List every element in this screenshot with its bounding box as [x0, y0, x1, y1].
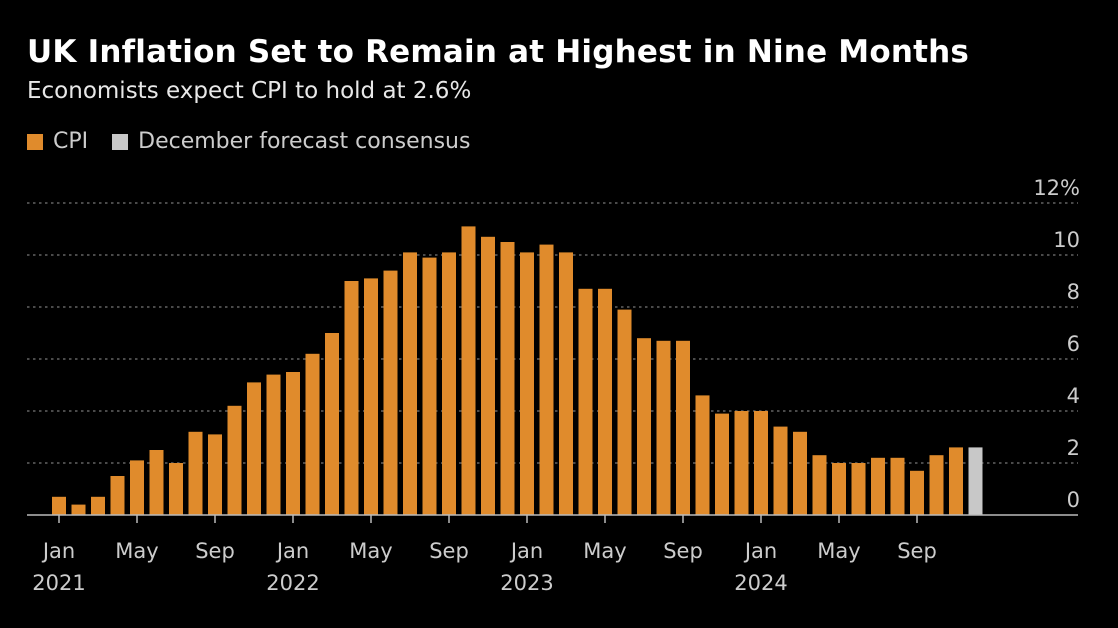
bar-cpi: [773, 426, 788, 515]
bar-cpi: [208, 434, 222, 515]
x-tick-label: Jan: [509, 539, 543, 563]
bar-cpi: [520, 252, 534, 515]
bar-cpi: [110, 476, 125, 515]
bar-cpi: [754, 411, 768, 515]
bar-cpi: [890, 457, 905, 515]
bar-cpi: [461, 226, 476, 515]
x-tick-label: May: [349, 539, 392, 563]
bar-cpi: [52, 496, 66, 515]
bar-cpi: [481, 236, 495, 516]
bar-cpi: [442, 252, 456, 515]
bar-cpi: [715, 413, 729, 515]
x-tick-label: Sep: [429, 539, 469, 563]
bar-cpi: [929, 455, 944, 515]
bar-cpi: [364, 278, 378, 515]
bar-cpi: [637, 338, 651, 515]
legend: CPI December forecast consensus: [27, 129, 494, 154]
bar-cpi: [91, 496, 105, 515]
y-tick-label: 12%: [1033, 176, 1080, 200]
legend-item-forecast: December forecast consensus: [112, 129, 470, 154]
bar-cpi: [851, 463, 866, 515]
bar-cpi: [559, 252, 573, 515]
bars: [52, 226, 983, 516]
y-tick-label: 8: [1067, 280, 1080, 304]
bar-cpi: [149, 450, 164, 515]
bar-cpi: [812, 455, 827, 515]
chart-subtitle: Economists expect CPI to hold at 2.6%: [27, 78, 472, 104]
bar-cpi: [734, 411, 749, 515]
bar-cpi: [344, 281, 359, 515]
bar-cpi: [227, 405, 242, 515]
bar-cpi: [130, 460, 144, 515]
bar-cpi: [422, 257, 437, 515]
bar-forecast: [968, 447, 983, 515]
bar-cpi: [71, 504, 86, 515]
legend-item-cpi: CPI: [27, 129, 88, 154]
y-tick-label: 0: [1067, 488, 1080, 512]
x-year-label: 2023: [500, 571, 553, 595]
bar-cpi: [656, 340, 671, 515]
x-tick-label: Jan: [743, 539, 777, 563]
y-tick-label: 2: [1067, 436, 1080, 460]
bar-cpi: [403, 252, 417, 515]
x-year-label: 2022: [266, 571, 319, 595]
bar-cpi: [500, 242, 515, 515]
y-tick-label: 4: [1067, 384, 1080, 408]
bar-cpi: [266, 374, 281, 515]
legend-label-cpi: CPI: [53, 129, 89, 154]
x-tick-label: May: [115, 539, 158, 563]
x-tick-label: May: [817, 539, 860, 563]
legend-label-forecast: December forecast consensus: [138, 129, 471, 154]
bar-cpi: [188, 431, 203, 515]
bar-cpi: [169, 463, 183, 515]
x-tick-label: Sep: [663, 539, 703, 563]
axes: 0 2 4 6 8 10 12% Jan 2021 May Sep Jan 2022 May Sep Jan 2…: [27, 176, 1080, 595]
bar-cpi: [286, 372, 300, 515]
legend-swatch-forecast: [112, 133, 129, 150]
bar-cpi: [325, 333, 339, 515]
x-tick-label: Sep: [195, 539, 235, 563]
y-tick-label: 10: [1053, 228, 1080, 252]
x-year-label: 2021: [32, 571, 85, 595]
x-year-label: 2024: [734, 571, 787, 595]
bar-cpi: [676, 340, 690, 515]
bar-cpi: [871, 457, 885, 515]
bar-cpi: [247, 382, 261, 515]
bar-cpi: [832, 463, 846, 515]
bar-cpi: [578, 288, 593, 515]
bar-cpi: [539, 244, 554, 515]
bar-cpi: [598, 288, 612, 515]
bar-cpi: [910, 470, 924, 515]
x-tick-label: Jan: [41, 539, 75, 563]
x-tick-label: May: [583, 539, 626, 563]
x-tick-label: Jan: [275, 539, 309, 563]
bar-cpi: [383, 270, 398, 515]
x-tick-label: Sep: [897, 539, 937, 563]
bar-cpi: [949, 447, 963, 515]
y-tick-label: 6: [1067, 332, 1080, 356]
chart-title: UK Inflation Set to Remain at Highest in…: [27, 34, 970, 70]
bar-cpi: [305, 353, 320, 515]
legend-swatch-cpi: [27, 133, 43, 150]
bar-cpi: [617, 309, 632, 515]
bar-cpi: [793, 431, 807, 515]
bar-cpi: [695, 395, 710, 515]
